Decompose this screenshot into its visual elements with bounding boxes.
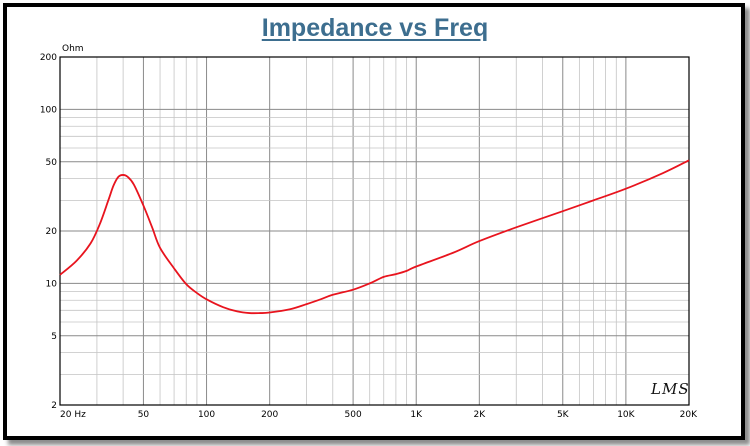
plot-border (59, 56, 690, 406)
x-tick-label: 2K (474, 410, 487, 420)
y-tick-labels: 200 100 50 20 10 5 2 (40, 53, 57, 411)
x-tick-label: 50 (138, 410, 150, 420)
chart-frame (3, 3, 745, 440)
y-tick-label: 50 (46, 158, 58, 168)
y-tick-label: 20 (46, 227, 58, 237)
x-tick-label: 5K (557, 410, 570, 420)
impedance-series-line (59, 159, 690, 315)
y-tick-label: 5 (51, 332, 57, 342)
y-tick-label: 100 (40, 105, 57, 115)
chart-title: Impedance vs Freq (261, 14, 489, 42)
lms-logo: LMS (651, 380, 690, 398)
y-tick-label: 200 (40, 53, 57, 63)
y-tick-label: 10 (46, 279, 58, 289)
x-tick-label: 1K (410, 410, 423, 420)
y-tick-label: 2 (51, 401, 57, 411)
y-axis-unit-label: Ohm (62, 44, 84, 54)
x-tick-label: 200 (261, 410, 278, 420)
x-tick-label: 100 (198, 410, 215, 420)
x-tick-labels: 20 Hz 50 100 200 500 1K 2K 5K 10K 20K (60, 410, 698, 420)
x-tick-label: 20K (680, 410, 698, 420)
grid (60, 57, 689, 405)
x-tick-label: 10K (617, 410, 635, 420)
x-tick-label: 20 Hz (60, 410, 86, 420)
x-tick-label: 500 (345, 410, 362, 420)
